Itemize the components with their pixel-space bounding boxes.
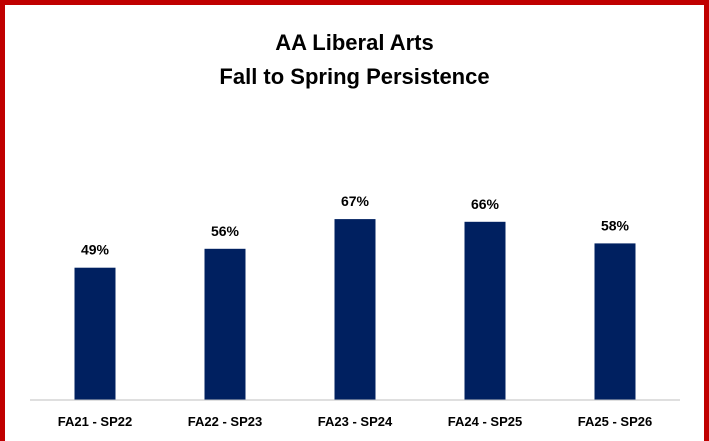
value-label-4: 66% xyxy=(471,196,500,212)
bar-5 xyxy=(594,243,636,400)
category-label-3: FA23 - SP24 xyxy=(318,414,393,429)
category-label-4: FA24 - SP25 xyxy=(448,414,522,429)
bar-4 xyxy=(464,221,506,400)
category-label-2: FA22 - SP23 xyxy=(188,414,262,429)
value-label-1: 49% xyxy=(81,242,110,258)
category-label-1: FA21 - SP22 xyxy=(58,414,132,429)
chart-title-line2: Fall to Spring Persistence xyxy=(219,64,490,89)
value-labels-group: 49% 56% 67% 66% 58% xyxy=(81,193,630,258)
bars-group xyxy=(74,219,636,400)
value-label-5: 58% xyxy=(601,217,630,233)
chart-title-line1: AA Liberal Arts xyxy=(275,30,434,55)
category-label-5: FA25 - SP26 xyxy=(578,414,652,429)
bar-3 xyxy=(334,219,376,400)
category-labels-group: FA21 - SP22 FA22 - SP23 FA23 - SP24 FA24 - … xyxy=(58,414,652,429)
value-label-2: 56% xyxy=(211,223,240,239)
bar-2 xyxy=(204,248,246,400)
value-label-3: 67% xyxy=(341,193,370,209)
bar-1 xyxy=(74,267,116,400)
